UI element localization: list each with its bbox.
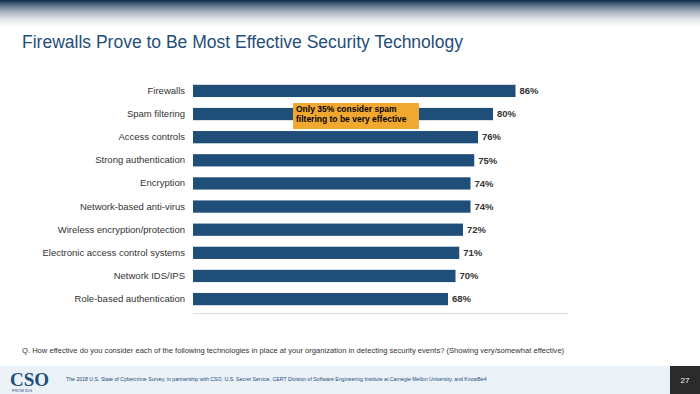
data-label: 86% (520, 85, 540, 96)
y-tick: Firewalls (148, 85, 193, 96)
bar (193, 247, 459, 259)
y-tick-label: Access controls (118, 131, 185, 142)
y-tick: Access controls (118, 131, 193, 142)
bar (193, 131, 478, 143)
data-label: 70% (460, 270, 480, 281)
page-number: 27 (681, 376, 690, 385)
note: Q. How effective do you consider each of… (22, 346, 565, 355)
y-tick-label: Spam filtering (127, 108, 185, 119)
footer-band (0, 366, 700, 394)
y-tick: Strong authentication (95, 154, 193, 165)
annotation-box (293, 103, 419, 129)
y-tick: Electronic access control systems (42, 247, 193, 258)
logo: CSO (10, 369, 49, 390)
data-label: 74% (475, 201, 495, 212)
y-tick-label: Network-based anti-virus (80, 201, 185, 212)
y-tick-label: Wireless encryption/protection (58, 224, 185, 235)
bar (193, 270, 456, 282)
logo-subtitle: FROM IDG (12, 388, 32, 393)
y-tick: Network-based anti-virus (80, 201, 193, 212)
x-axis-line (194, 313, 569, 314)
data-label: 80% (497, 108, 517, 119)
header-band (0, 0, 700, 30)
y-tick-label: Network IDS/IPS (114, 270, 185, 281)
y-tick-label: Firewalls (148, 85, 186, 96)
bar (193, 154, 474, 166)
data-label: 68% (452, 293, 472, 304)
bar (193, 85, 516, 97)
bars (193, 85, 516, 305)
source: The 2018 U.S. State of Cybercrime Survey… (66, 376, 487, 382)
bar (193, 200, 471, 212)
bar (193, 293, 448, 305)
y-tick: Wireless encryption/protection (58, 224, 193, 235)
data-label: 72% (467, 224, 487, 235)
data-labels: 86% 80% 76% 75% 74% 74% 72% 71% 70% 68% (452, 85, 539, 304)
y-tick-label: Electronic access control systems (42, 247, 185, 258)
bar (193, 224, 463, 236)
page-box (670, 366, 700, 394)
data-label: 74% (475, 178, 495, 189)
y-tick-label: Strong authentication (95, 154, 185, 165)
data-label: 75% (478, 155, 498, 166)
y-tick: Network IDS/IPS (114, 270, 193, 281)
data-label: 76% (482, 131, 502, 142)
y-tick: Role-based authentication (75, 293, 193, 304)
y-tick: Encryption (140, 177, 193, 188)
y-tick-label: Role-based authentication (75, 293, 185, 304)
background (0, 0, 700, 394)
annotation-text: Only 35% consider spamfiltering to be ve… (296, 104, 407, 124)
data-label: 71% (463, 247, 483, 258)
y-tick-label: Encryption (140, 177, 185, 188)
bar (193, 177, 471, 189)
title: Firewalls Prove to Be Most Effective Sec… (22, 32, 463, 52)
y-axis: Firewalls Spam filtering Access controls St… (42, 85, 193, 304)
y-tick: Spam filtering (127, 108, 193, 119)
x-axis (194, 313, 569, 314)
annotation: Only 35% consider spamfiltering to be ve… (293, 103, 419, 129)
